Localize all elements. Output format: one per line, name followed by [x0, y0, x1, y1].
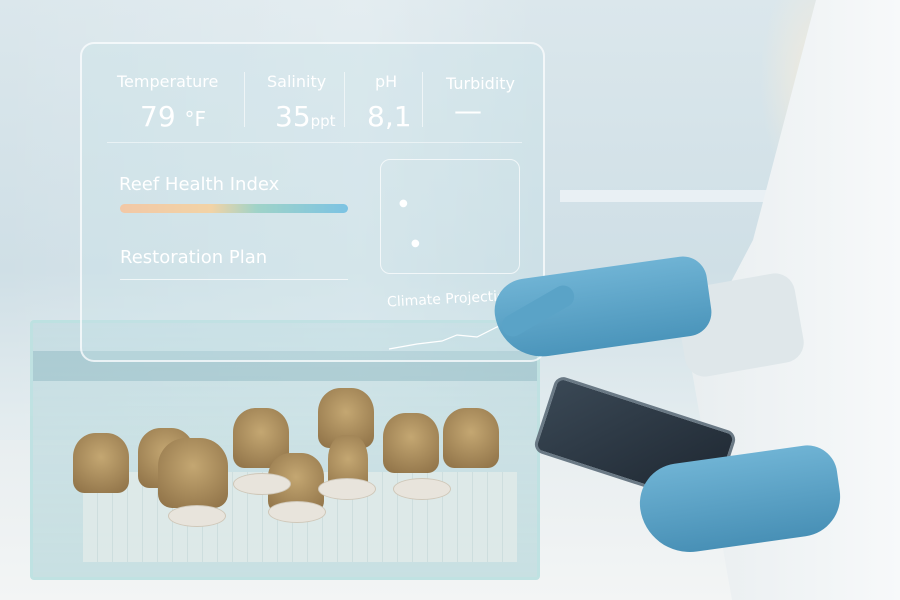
- temperature-value: 79 °F: [140, 100, 207, 133]
- ph-value: 8,1: [367, 100, 412, 133]
- coral-base: [233, 473, 291, 495]
- map-pin-icon: ●: [399, 198, 408, 209]
- divider: [107, 142, 522, 143]
- reef-health-bar: [120, 204, 348, 213]
- holographic-panel: Temperature 79 °F Salinity 35ppt pH 8,1 …: [80, 42, 545, 362]
- divider: [344, 72, 345, 127]
- temperature-label: Temperature: [117, 72, 219, 91]
- coral-fragment: [443, 408, 499, 468]
- restoration-plan-link[interactable]: Restoration Plan: [120, 247, 268, 268]
- coral-fragment: [158, 438, 228, 508]
- coral-base: [168, 505, 226, 527]
- divider: [120, 279, 348, 280]
- world-map[interactable]: ● ●: [380, 159, 520, 274]
- salinity-label: Salinity: [267, 72, 327, 91]
- reef-health-label: Reef Health Index: [119, 174, 280, 195]
- coral-base: [268, 501, 326, 523]
- salinity-value: 35ppt: [275, 100, 336, 133]
- turbidity-value: —: [454, 94, 482, 127]
- water-surface: [33, 351, 537, 381]
- coral-base: [318, 478, 376, 500]
- climate-trend-line: [388, 320, 523, 350]
- coral-base: [393, 478, 451, 500]
- divider: [244, 72, 245, 127]
- ph-label: pH: [375, 72, 398, 91]
- coral-fragment: [73, 433, 129, 493]
- turbidity-label: Turbidity: [446, 74, 516, 93]
- divider: [422, 72, 423, 127]
- map-pin-icon: ●: [411, 238, 420, 249]
- coral-fragment: [383, 413, 439, 473]
- aquarium-tank: [30, 320, 540, 580]
